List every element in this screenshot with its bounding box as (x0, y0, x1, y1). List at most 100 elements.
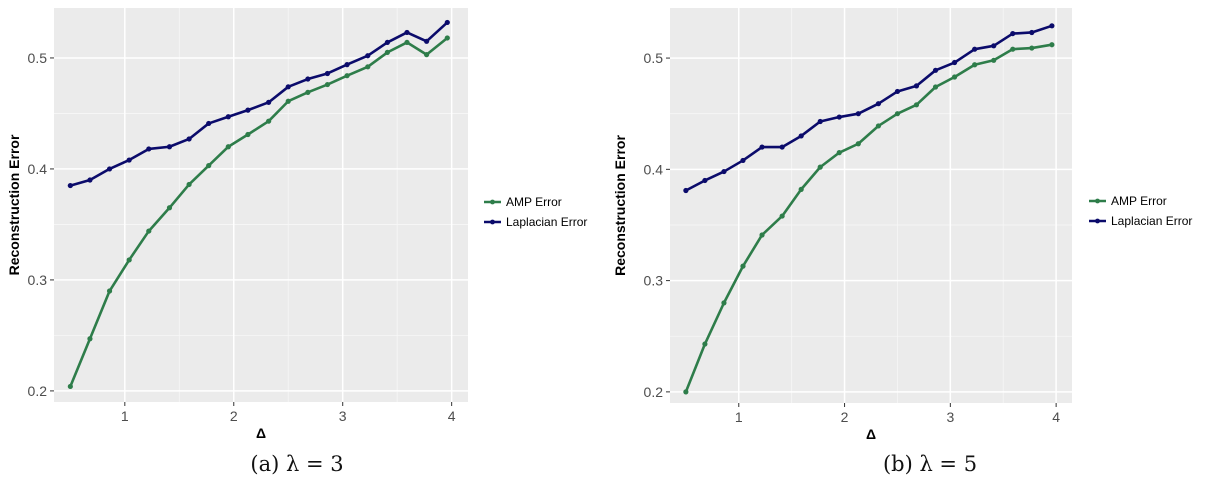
chart-panel-a: 1 2 3 4 0.2 0.3 0.4 0.5 Δ Reconstruction Error AMP… (0, 0, 600, 489)
data-point-laplacian-error (991, 43, 997, 49)
data-point-amp-error (1029, 45, 1035, 51)
series-line-laplacian-error (69, 21, 449, 187)
data-point-laplacian-error (1029, 29, 1035, 36)
data-point-laplacian-error (444, 19, 450, 26)
data-point-amp-error (186, 181, 192, 188)
data-point-amp-error (404, 39, 410, 46)
data-point-laplacian-error (779, 144, 785, 150)
y-tick-label: 0.4 (644, 161, 664, 177)
data-point-laplacian-error (721, 168, 727, 175)
x-tick-label: 2 (841, 409, 849, 425)
data-point-laplacian-error (225, 114, 231, 120)
data-point-amp-error (779, 213, 785, 219)
data-point-laplacian-error (344, 62, 350, 68)
legend-label-laplacian-error: Laplacian Error (1111, 214, 1192, 228)
series-line-amp-error (69, 36, 449, 387)
x-tick-label: 3 (946, 409, 954, 425)
caption-b: (b) λ = 5 (882, 452, 978, 476)
data-point-laplacian-error (424, 38, 430, 44)
data-point-laplacian-error (817, 118, 823, 125)
x-axis-title: Δ (256, 425, 266, 441)
y-tick-label: 0.2 (644, 384, 664, 400)
data-point-laplacian-error (305, 76, 311, 82)
data-point-laplacian-error (759, 144, 765, 150)
data-point-amp-error (1049, 42, 1055, 48)
series-line-laplacian-error (685, 24, 1053, 192)
data-point-laplacian-error (1010, 30, 1016, 37)
data-point-laplacian-error (932, 67, 939, 73)
data-point-laplacian-error (875, 101, 882, 107)
data-point-laplacian-error (702, 177, 708, 184)
data-point-laplacian-error (245, 107, 251, 113)
data-point-amp-error (324, 81, 331, 88)
data-point-laplacian-error (324, 70, 331, 77)
chart-svg-a: 1 2 3 4 0.2 0.3 0.4 0.5 Δ Reconstruction Error AMP… (6, 8, 587, 441)
data-point-amp-error (87, 336, 93, 342)
y-axis-title: Reconstruction Error (6, 134, 22, 275)
data-point-laplacian-error (894, 88, 901, 95)
data-point-laplacian-error (740, 157, 746, 164)
data-point-amp-error (759, 232, 765, 238)
legend-label-amp-error: AMP Error (506, 195, 562, 209)
data-point-amp-error (1010, 46, 1016, 52)
data-point-laplacian-error (798, 133, 804, 139)
data-point-amp-error (126, 257, 132, 263)
x-axis-title: Δ (866, 426, 876, 442)
data-point-amp-error (266, 118, 272, 124)
chart-svg-b: 1 2 3 4 0.2 0.3 0.4 0.5 Δ Reconstruction Error AMP… (612, 8, 1192, 442)
data-point-laplacian-error (951, 59, 958, 66)
data-point-amp-error (740, 263, 746, 269)
data-point-laplacian-error (146, 146, 152, 152)
data-point-amp-error (721, 300, 727, 306)
data-point-laplacian-error (365, 53, 371, 59)
caption-a: (a) λ = 3 (250, 452, 344, 476)
data-point-laplacian-error (126, 157, 132, 163)
data-point-laplacian-error (855, 111, 861, 117)
data-point-amp-error (146, 228, 152, 234)
data-point-laplacian-error (913, 83, 920, 89)
y-tick-label: 0.5 (644, 50, 664, 66)
data-point-laplacian-error (404, 29, 410, 36)
legend-label-amp-error: AMP Error (1111, 194, 1167, 208)
data-point-amp-error (67, 383, 73, 390)
data-point-amp-error (875, 123, 882, 129)
data-point-laplacian-error (87, 177, 93, 183)
x-tick-label: 2 (230, 408, 238, 424)
x-tick-label: 4 (448, 408, 456, 424)
data-point-laplacian-error (683, 187, 689, 194)
data-point-amp-error (855, 141, 861, 147)
data-point-laplacian-error (836, 114, 842, 120)
data-point-amp-error (932, 84, 939, 90)
data-point-laplacian-error (67, 182, 73, 189)
data-point-laplacian-error (166, 144, 173, 150)
x-tick-label: 3 (339, 408, 347, 424)
data-point-amp-error (344, 73, 350, 79)
data-point-amp-error (305, 89, 311, 95)
y-axis-title: Reconstruction Error (612, 135, 628, 276)
data-point-amp-error (166, 205, 173, 211)
legend-key-point-amp-error (490, 199, 495, 205)
legend-label-laplacian-error: Laplacian Error (506, 215, 587, 229)
data-point-amp-error (365, 64, 371, 70)
data-point-amp-error (991, 57, 997, 63)
data-point-amp-error (206, 163, 212, 169)
data-point-amp-error (285, 98, 291, 104)
data-point-laplacian-error (384, 39, 390, 46)
data-point-amp-error (245, 131, 251, 138)
data-point-laplacian-error (266, 99, 272, 105)
y-tick-label: 0.5 (28, 50, 48, 66)
y-tick-label: 0.3 (28, 272, 48, 288)
data-point-amp-error (702, 341, 708, 347)
data-point-amp-error (798, 186, 804, 192)
legend-key-point-amp-error (1095, 198, 1100, 204)
plot-background (670, 8, 1072, 403)
y-tick-label: 0.3 (644, 273, 664, 289)
data-point-amp-error (225, 144, 231, 150)
plot-background (54, 8, 468, 402)
data-point-amp-error (951, 74, 958, 80)
series-line-amp-error (684, 43, 1053, 393)
data-point-amp-error (444, 35, 450, 41)
legend-key-point-laplacian-error (490, 219, 495, 225)
data-point-laplacian-error (1049, 23, 1055, 29)
y-tick-label: 0.2 (28, 383, 48, 399)
